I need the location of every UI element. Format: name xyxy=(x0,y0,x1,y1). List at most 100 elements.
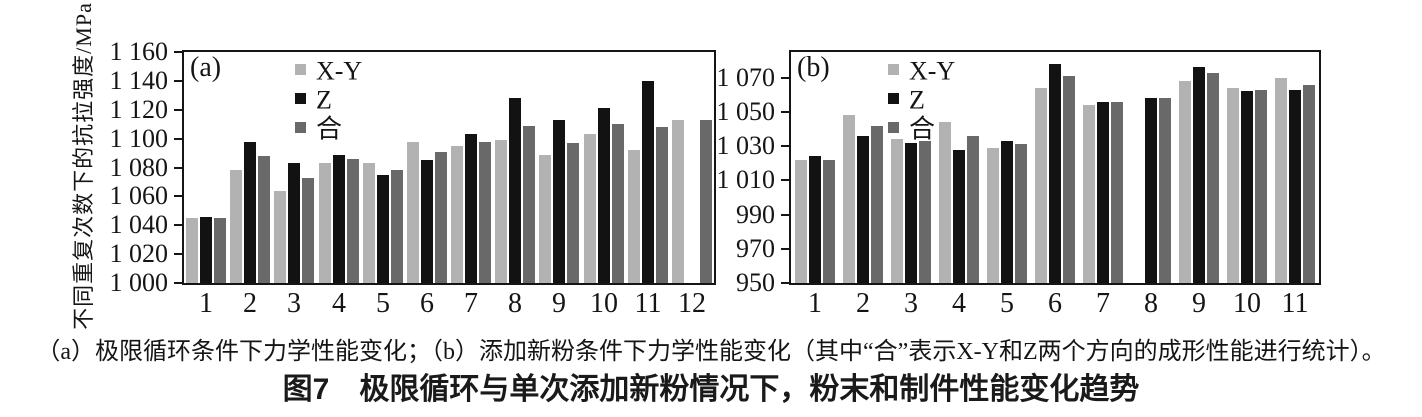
bar-X-Y-3 xyxy=(891,139,903,283)
x-tick-label-a: 4 xyxy=(332,288,346,319)
y-tick-mark-a xyxy=(174,282,182,284)
panel-label-a: (a) xyxy=(190,52,222,83)
legend-label: X-Y xyxy=(909,56,956,86)
y-tick-mark-a xyxy=(174,224,182,226)
x-tick-label-b: 9 xyxy=(1192,288,1206,319)
bar-Z-7 xyxy=(1097,102,1109,283)
bar-X-Y-5 xyxy=(987,148,999,283)
plot-area-b xyxy=(789,50,1321,285)
bar-Z-1 xyxy=(200,217,212,283)
y-tick-mark-a xyxy=(174,167,182,169)
y-tick-label-a: 1 120 xyxy=(109,95,169,124)
y-tick-label-b: 990 xyxy=(736,200,775,229)
bar-X-Y-1 xyxy=(186,218,198,283)
y-tick-mark-b xyxy=(781,145,789,147)
legend-label: 合 xyxy=(316,114,343,144)
bar-X-Y-1 xyxy=(795,160,807,283)
legend-item-X-Y: X-Y xyxy=(888,54,956,86)
x-tick-label-a: 9 xyxy=(552,288,566,319)
x-tick-label-b: 8 xyxy=(1144,288,1158,319)
y-tick-mark-b xyxy=(781,111,789,113)
y-tick-label-a: 1 080 xyxy=(109,153,169,182)
bar-X-Y-4 xyxy=(939,122,951,283)
y-tick-mark-a xyxy=(174,80,182,82)
bar-Z-8 xyxy=(509,98,521,283)
bar-合-1 xyxy=(214,218,226,283)
x-tick-label-b: 2 xyxy=(856,288,870,319)
x-tick-label-b: 10 xyxy=(1233,288,1261,319)
bar-Z-10 xyxy=(598,108,610,283)
y-tick-label-a: 1 160 xyxy=(109,37,169,66)
figure-title: 图7 极限循环与单次添加新粉情况下，粉末和制件性能变化趋势 xyxy=(282,373,1140,406)
y-tick-label-a: 1 100 xyxy=(109,124,169,153)
bar-X-Y-10 xyxy=(1227,88,1239,283)
bar-合-8 xyxy=(1159,98,1171,283)
bar-合-7 xyxy=(479,142,491,283)
bar-Z-7 xyxy=(465,134,477,283)
y-tick-mark-b xyxy=(781,282,789,284)
bar-合-8 xyxy=(523,126,535,283)
legend-swatch-icon xyxy=(295,63,306,75)
bar-Z-2 xyxy=(244,142,256,283)
bar-Z-11 xyxy=(642,81,654,283)
panel-label-b: (b) xyxy=(797,52,830,83)
legend-label: X-Y xyxy=(316,56,363,86)
y-tick-label-b: 1 050 xyxy=(716,97,776,126)
bar-X-Y-2 xyxy=(230,170,242,283)
bar-Z-8 xyxy=(1145,98,1157,283)
bar-合-9 xyxy=(567,143,579,283)
legend-item-合: 合 xyxy=(888,112,936,144)
y-tick-mark-a xyxy=(174,195,182,197)
bar-合-3 xyxy=(302,178,314,283)
x-tick-label-a: 10 xyxy=(590,288,618,319)
x-tick-label-a: 11 xyxy=(634,288,662,319)
legend-item-Z: Z xyxy=(888,83,925,115)
x-tick-label-a: 1 xyxy=(199,288,213,319)
bar-合-10 xyxy=(1255,90,1267,283)
y-tick-mark-a xyxy=(174,51,182,53)
x-tick-label-a: 7 xyxy=(464,288,478,319)
bar-X-Y-5 xyxy=(363,163,375,283)
bar-合-2 xyxy=(258,156,270,283)
bar-Z-4 xyxy=(953,150,965,283)
y-tick-label-b: 1 070 xyxy=(716,63,776,92)
bar-Z-10 xyxy=(1241,91,1253,283)
bar-合-5 xyxy=(391,170,403,283)
legend-label: 合 xyxy=(909,114,936,144)
bar-Z-5 xyxy=(377,175,389,283)
y-tick-label-b: 970 xyxy=(736,234,775,263)
plot-area-a xyxy=(182,50,716,285)
x-tick-label-a: 3 xyxy=(287,288,301,319)
y-tick-mark-b xyxy=(781,214,789,216)
bar-Z-6 xyxy=(1049,64,1061,283)
legend-swatch-icon xyxy=(888,121,899,133)
y-tick-label-a: 1 020 xyxy=(109,239,169,268)
bar-X-Y-7 xyxy=(451,146,463,283)
x-tick-label-b: 7 xyxy=(1096,288,1110,319)
y-tick-label-b: 1 010 xyxy=(716,165,776,194)
y-tick-mark-a xyxy=(174,253,182,255)
x-tick-label-b: 1 xyxy=(808,288,822,319)
bar-Z-3 xyxy=(905,143,917,283)
legend-swatch-icon xyxy=(888,63,899,75)
legend-swatch-icon xyxy=(295,92,306,104)
bar-合-9 xyxy=(1207,73,1219,283)
legend-item-X-Y: X-Y xyxy=(295,54,363,86)
bar-X-Y-10 xyxy=(584,134,596,283)
x-tick-label-a: 8 xyxy=(508,288,522,319)
bar-X-Y-12 xyxy=(672,120,684,283)
x-tick-label-b: 6 xyxy=(1048,288,1062,319)
x-tick-label-a: 5 xyxy=(376,288,390,319)
bar-X-Y-8 xyxy=(495,140,507,283)
x-tick-label-b: 4 xyxy=(952,288,966,319)
bar-Z-9 xyxy=(1193,67,1205,283)
bar-合-6 xyxy=(1063,76,1075,283)
bar-X-Y-11 xyxy=(1275,78,1287,283)
y-tick-label-b: 950 xyxy=(736,268,775,297)
bar-X-Y-9 xyxy=(539,155,551,283)
bar-X-Y-4 xyxy=(319,163,331,283)
y-tick-label-b: 1 030 xyxy=(716,131,776,160)
bar-合-3 xyxy=(919,141,931,283)
x-tick-label-b: 3 xyxy=(904,288,918,319)
